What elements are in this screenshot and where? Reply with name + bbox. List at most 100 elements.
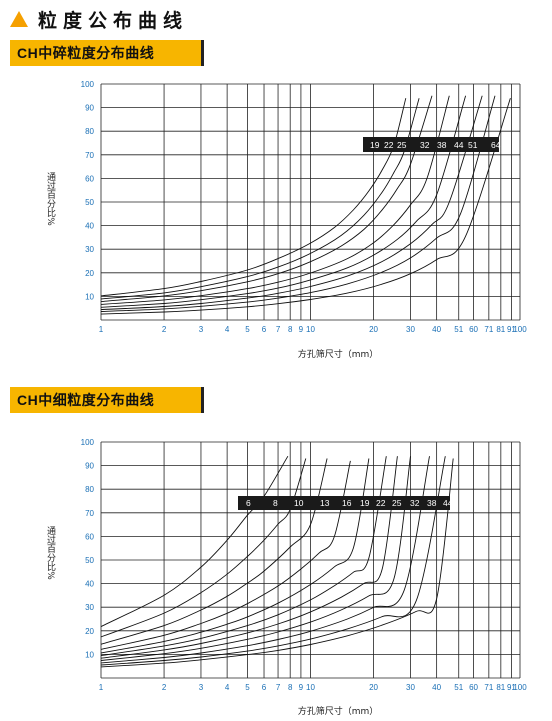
- chart1-xtick-91: 91: [507, 325, 516, 334]
- chart2-legend-item-13: 13: [320, 498, 330, 508]
- chart1-legend: 19 22 25 32 38 44 51 64: [363, 137, 501, 152]
- chart1-xtick-10: 10: [306, 325, 315, 334]
- chart2-xtick-7: 7: [276, 683, 281, 692]
- chart1-xtick-5: 5: [245, 325, 250, 334]
- chart2-series-19-line: [100, 456, 387, 657]
- chart2-series-10-line: [100, 458, 328, 645]
- chart1-series-19-line: [100, 98, 407, 297]
- chart2-xtick-3: 3: [199, 683, 204, 692]
- chart1-legend-item-25: 25: [397, 140, 407, 150]
- chart2-ytick-10: 10: [85, 650, 94, 659]
- chart1-xtick-100: 100: [513, 325, 527, 334]
- chart1-legend-item-38: 38: [437, 140, 447, 150]
- chart1-ytick-100: 100: [81, 80, 95, 89]
- chart1-xtick-1: 1: [99, 325, 104, 334]
- chart1-xlabel: 方孔筛尺寸（mm）: [298, 348, 379, 360]
- chart2-xtick-5: 5: [245, 683, 250, 692]
- chart1-xtick-30: 30: [406, 325, 415, 334]
- chart2-ytick-80: 80: [85, 485, 94, 494]
- chart2-xlabel: 方孔筛尺寸（mm）: [298, 705, 379, 717]
- chart1-legend-item-22: 22: [384, 140, 394, 150]
- chart1-ylabel: 通过百分比%: [45, 172, 56, 226]
- chart1-grid: [100, 83, 521, 321]
- chart2-legend-box: [238, 496, 450, 510]
- chart1-series-64-line: [100, 98, 511, 315]
- chart2-ylabel: 通过百分比%: [45, 526, 56, 580]
- chart2-series-13-line: [100, 460, 351, 650]
- chart2-xtick-10: 10: [306, 683, 315, 692]
- chart2-grid: [100, 441, 521, 679]
- triangle-icon: [10, 11, 28, 27]
- chart2-legend-item-32: 32: [410, 498, 420, 508]
- chart2-series-38-line: [100, 456, 446, 666]
- chart1-legend-box: [363, 137, 499, 152]
- chart1-xtick-4: 4: [225, 325, 230, 334]
- chart1-series-51-line: [100, 95, 496, 312]
- chart1-ytick-30: 30: [85, 245, 94, 254]
- chart1-xtick-2: 2: [162, 325, 167, 334]
- chart1-ytick-20: 20: [85, 269, 94, 278]
- chart2-legend-item-16: 16: [342, 498, 352, 508]
- chart1-xtick-60: 60: [469, 325, 478, 334]
- chart2-legend-item-44: 44: [443, 498, 453, 508]
- chart2-series-16-line: [100, 458, 370, 654]
- chart2-legend-item-19: 19: [360, 498, 370, 508]
- chart2-ytick-70: 70: [85, 509, 94, 518]
- chart2-series-25-line: [100, 456, 411, 661]
- chart2-ytick-30: 30: [85, 603, 94, 612]
- chart2-legend-item-25: 25: [392, 498, 402, 508]
- chart2-series-32-line: [100, 456, 430, 664]
- chart2-legend-item-6: 6: [246, 498, 251, 508]
- chart1-ytick-70: 70: [85, 151, 94, 160]
- chart2-legend-item-22: 22: [376, 498, 386, 508]
- chart2-xtick-91: 91: [507, 683, 516, 692]
- section-title: 粒度公布曲线: [38, 9, 189, 32]
- chart1-xtick-7: 7: [276, 325, 281, 334]
- chart2-xtick-51: 51: [454, 683, 463, 692]
- chart2-xtick-100: 100: [513, 683, 527, 692]
- chart2-xtick-8: 8: [288, 683, 293, 692]
- chart1-ytick-50: 50: [85, 198, 94, 207]
- chart2-series-6-line: [100, 455, 289, 628]
- chart1-ytick-10: 10: [85, 292, 94, 301]
- chart1-series-44-line: [100, 95, 483, 311]
- chart2-series-44-line: [100, 458, 454, 668]
- chart2-ytick-60: 60: [85, 532, 94, 541]
- chart2-legend-item-8: 8: [273, 498, 278, 508]
- chart1-legend-item-51: 51: [468, 140, 478, 150]
- chart2-xtick-1: 1: [99, 683, 104, 692]
- chart2-xtick-9: 9: [299, 683, 304, 692]
- chart1-series-32-line: [100, 95, 450, 305]
- chart2-xtick-60: 60: [469, 683, 478, 692]
- chart2-series-22-line: [100, 456, 398, 659]
- chart1-series-25-line: [100, 95, 433, 303]
- chart2-series-8-line: [100, 458, 307, 638]
- chart1-xtick-40: 40: [432, 325, 441, 334]
- chart1-ytick-80: 80: [85, 127, 94, 136]
- chart1-legend-item-44: 44: [454, 140, 464, 150]
- chart1-ytick-90: 90: [85, 104, 94, 113]
- chart2-xtick-71: 71: [484, 683, 493, 692]
- chart2-title-banner: CH中细粒度分布曲线: [10, 387, 204, 413]
- chart1-plot: 1 2 3 4 5 6 7 8 9 10 20 30 40 51 60 71 81 911001020304050…: [45, 80, 527, 360]
- chart2-ytick-100: 100: [81, 438, 95, 447]
- chart1-xtick-81: 81: [496, 325, 505, 334]
- chart1-legend-item-19: 19: [370, 140, 380, 150]
- chart1-title-banner: CH中碎粒度分布曲线: [10, 40, 204, 66]
- chart2-xtick-40: 40: [432, 683, 441, 692]
- chart2-legend-item-10: 10: [294, 498, 304, 508]
- chart1-xtick-51: 51: [454, 325, 463, 334]
- chart2-ytick-20: 20: [85, 627, 94, 636]
- chart1-legend-item-64: 64: [491, 140, 501, 150]
- chart2-plot: 1 2 3 4 5 6 7 8 9 10 20 30 40 51 60 71 81 911001020304050…: [45, 438, 527, 717]
- chart2-ytick-90: 90: [85, 462, 94, 471]
- chart2-xtick-2: 2: [162, 683, 167, 692]
- chart2-xtick-20: 20: [369, 683, 378, 692]
- section-header: 粒度公布曲线: [10, 6, 188, 32]
- chart2-ytick-50: 50: [85, 556, 94, 565]
- chart2-xtick-81: 81: [496, 683, 505, 692]
- chart1-legend-item-32: 32: [420, 140, 430, 150]
- chart1-xtick-20: 20: [369, 325, 378, 334]
- chart2-xtick-6: 6: [262, 683, 267, 692]
- chart1-series-38-line: [100, 95, 467, 308]
